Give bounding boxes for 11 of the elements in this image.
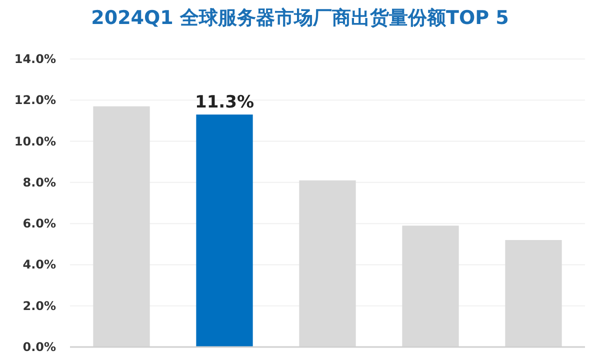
y-tick-label: 10.0% [14, 134, 56, 148]
bar [196, 114, 253, 347]
y-tick-label: 14.0% [14, 52, 56, 66]
y-tick-label: 8.0% [22, 175, 56, 190]
y-tick-label: 4.0% [22, 258, 56, 272]
y-tick-label: 12.0% [14, 93, 56, 108]
y-tick-label: 6.0% [22, 216, 56, 231]
y-tick-label: 0.0% [22, 340, 56, 354]
chart-title: 2024Q1 全球服务器市场厂商出货量份额TOP 5 [91, 7, 509, 29]
y-tick-label: 2.0% [22, 298, 56, 313]
data-label: 11.3% [195, 92, 254, 113]
